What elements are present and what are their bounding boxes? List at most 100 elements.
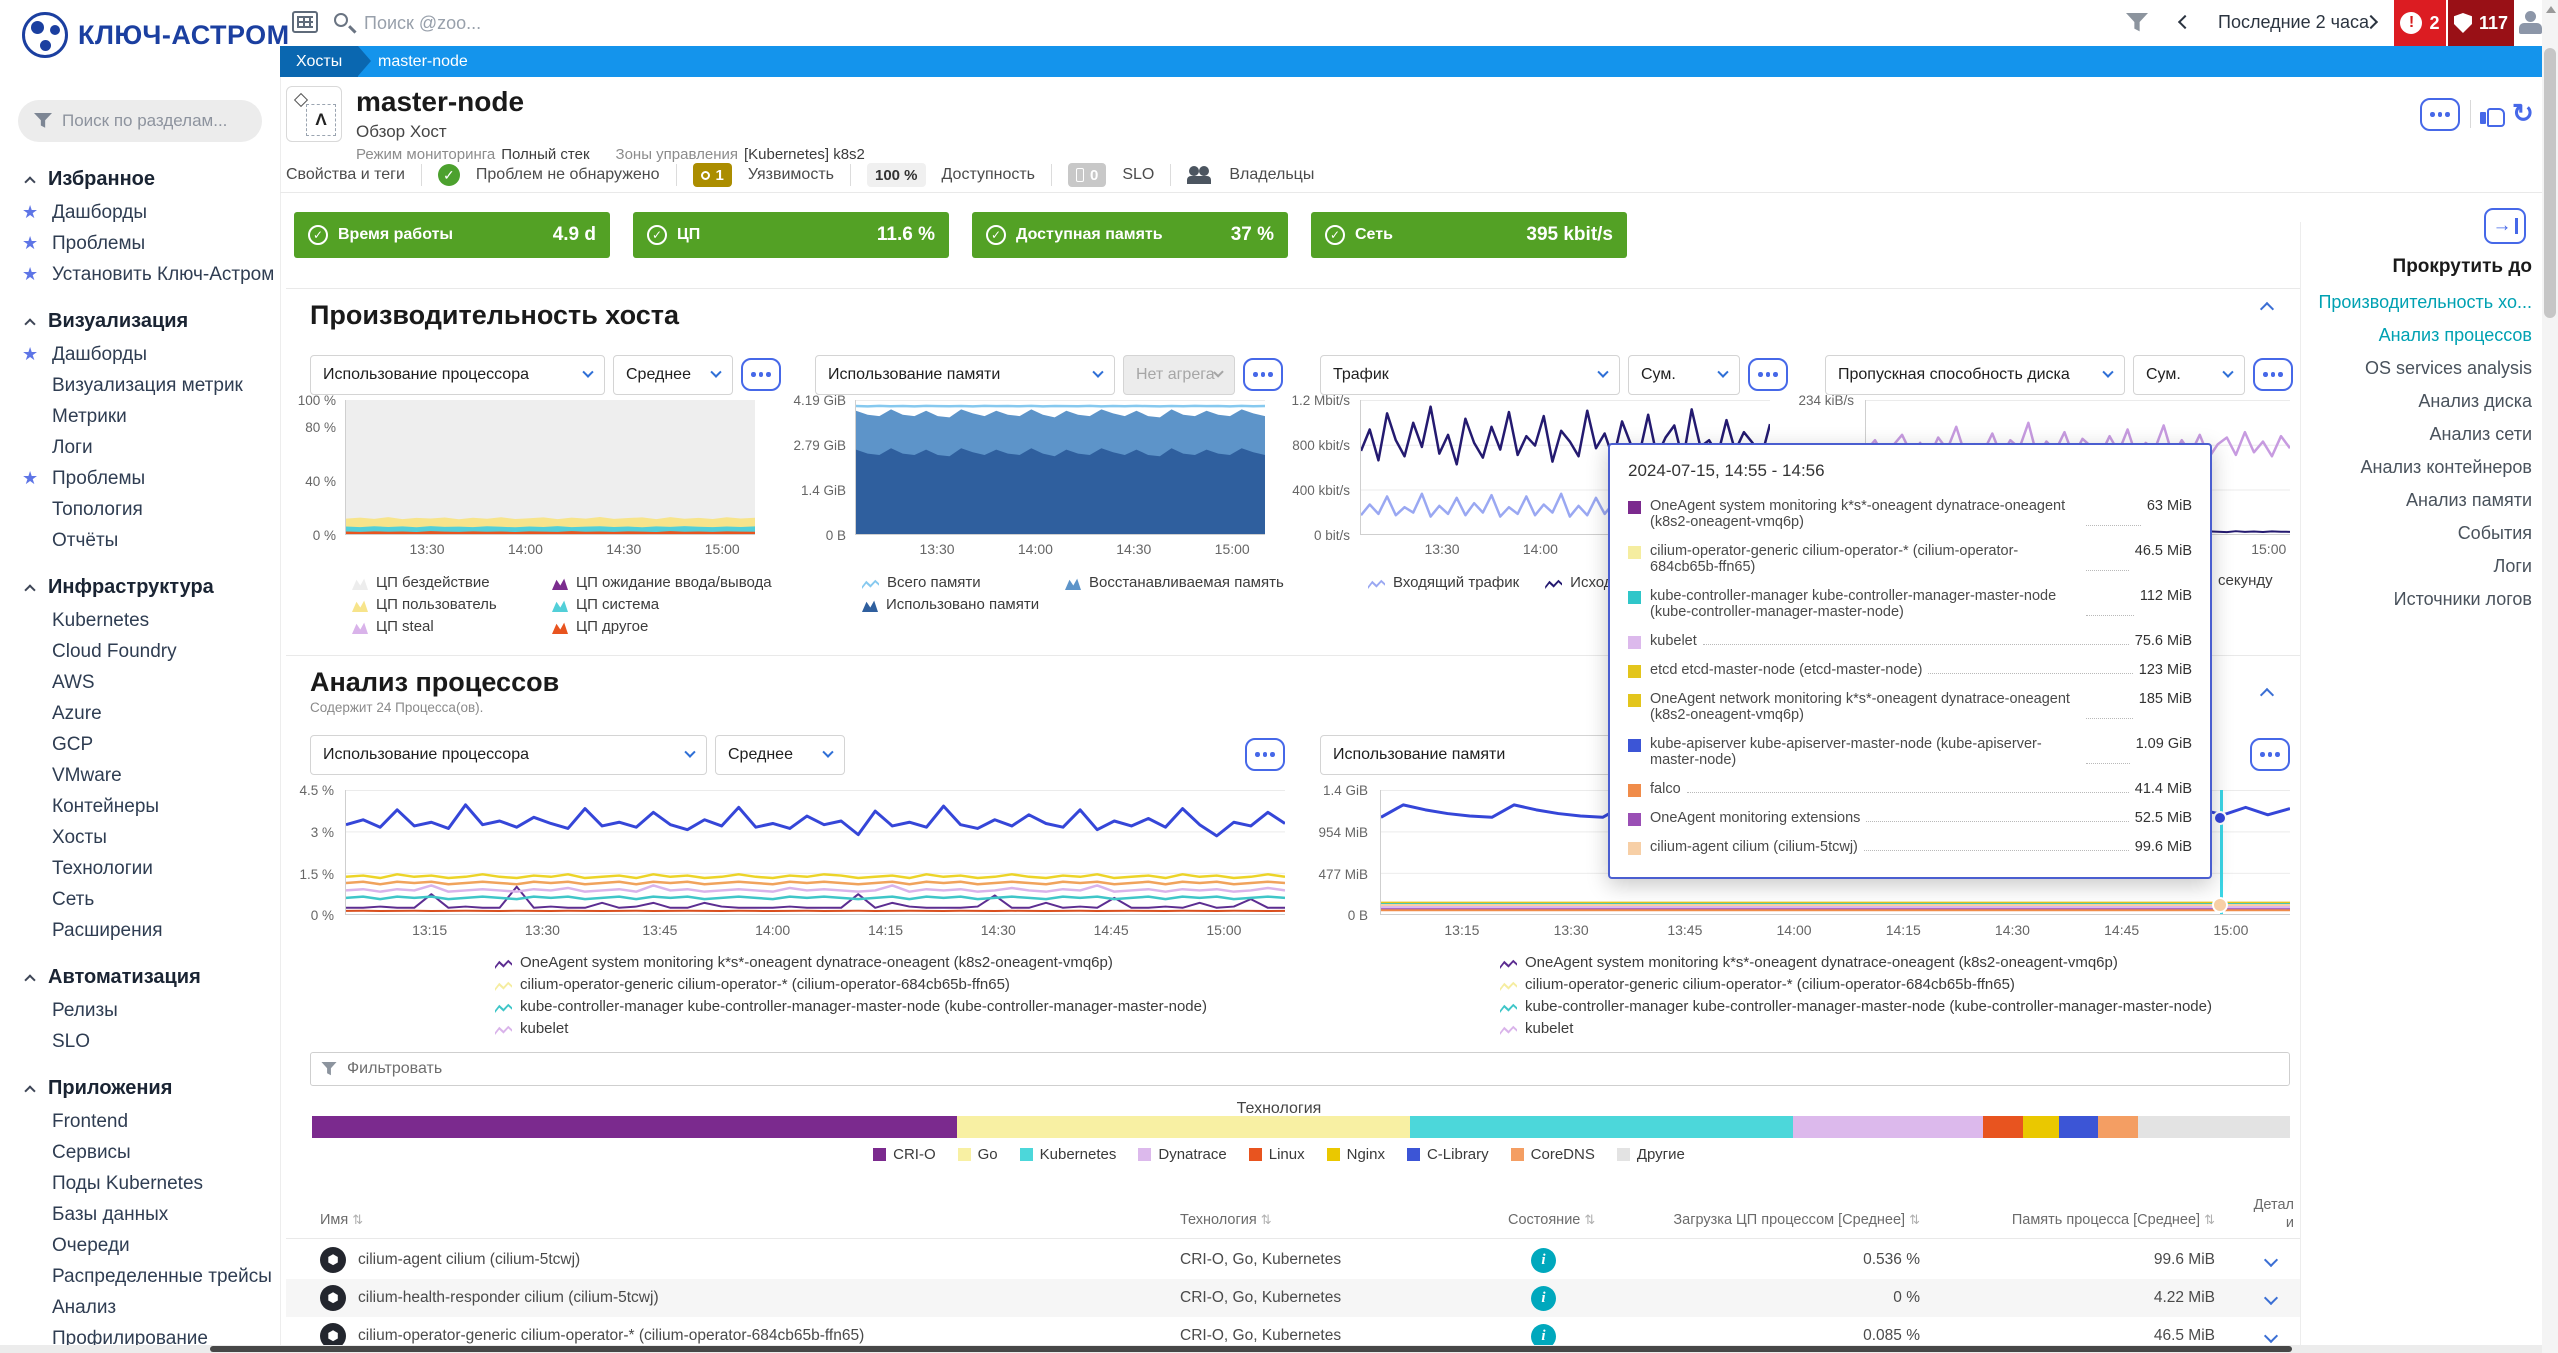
metric-select-memory[interactable]: Использование памяти [815, 355, 1115, 395]
sidebar-item-problems2[interactable]: ★ Проблемы [0, 463, 280, 494]
expand-row-icon[interactable] [2264, 1253, 2278, 1267]
sidebar-item-cloudfoundry[interactable]: Cloud Foundry [0, 636, 280, 667]
problems-badge[interactable]: ! 2 [2394, 0, 2446, 46]
availability-label[interactable]: Доступность [942, 166, 1035, 184]
sidebar-item-kubernetes[interactable]: Kubernetes [0, 605, 280, 636]
no-problems-label[interactable]: Проблем не обнаружено [476, 166, 660, 184]
chart-more-button[interactable] [1245, 738, 1285, 771]
vertical-scrollbar[interactable] [2542, 0, 2558, 1353]
sidebar-section-favorites[interactable]: Избранное [0, 148, 280, 197]
sidebar-item-topology[interactable]: Топология [0, 494, 280, 525]
cpu-usage-chart[interactable] [345, 400, 755, 535]
sidebar-item-analysis[interactable]: Анализ [0, 1292, 280, 1323]
sidebar-section-visualization[interactable]: Визуализация [0, 290, 280, 339]
sidebar-item-metric-viz[interactable]: Визуализация метрик [0, 370, 280, 401]
scrollto-events[interactable]: События [2458, 523, 2532, 544]
sidebar-section-infrastructure[interactable]: Инфраструктура [0, 556, 280, 605]
kpi-network[interactable]: ✓ Сеть 395 kbit/s [1311, 212, 1627, 258]
col-header-cpu[interactable]: Загрузка ЦП процессом [Среднее]⇅ [1660, 1212, 1920, 1228]
sidebar-item-dashboards2[interactable]: ★ Дашборды [0, 339, 280, 370]
scrollto-process-analysis[interactable]: Анализ процессов [2379, 325, 2532, 346]
sidebar-search-input[interactable] [62, 111, 242, 131]
tech-segment[interactable] [2059, 1116, 2099, 1138]
sidebar-item-reports[interactable]: Отчёты [0, 525, 280, 556]
scrollto-host-performance[interactable]: Производительность хо... [2318, 292, 2532, 313]
process-filter-input[interactable] [347, 1060, 2279, 1078]
feedback-thumbs-up-icon[interactable] [2480, 102, 2502, 124]
sidebar-item-gcp[interactable]: GCP [0, 729, 280, 760]
time-prev-icon[interactable] [2178, 15, 2192, 29]
process-filter[interactable] [310, 1052, 2290, 1086]
sidebar-item-azure[interactable]: Azure [0, 698, 280, 729]
process-cpu-chart[interactable] [345, 790, 1285, 915]
time-range-selector[interactable]: Последние 2 часа [2218, 12, 2369, 33]
vulnerability-label[interactable]: Уязвимость [748, 166, 834, 184]
chart-more-button[interactable] [741, 358, 781, 391]
brand-logo[interactable]: КЛЮЧ-АСТРОМ [22, 12, 290, 58]
chart-more-button[interactable] [1243, 358, 1283, 391]
sidebar-section-automation[interactable]: Автоматизация [0, 946, 280, 995]
tab-properties[interactable]: Свойства и теги [286, 166, 405, 184]
tech-segment[interactable] [1410, 1116, 1794, 1138]
sidebar-item-k8s-pods[interactable]: Поды Kubernetes [0, 1168, 280, 1199]
sidebar-item-traces[interactable]: Распределенные трейсы [0, 1261, 280, 1292]
memory-usage-chart[interactable] [855, 400, 1265, 535]
user-menu-icon[interactable] [2519, 11, 2541, 33]
tech-segment[interactable] [2098, 1116, 2138, 1138]
sidebar-section-applications[interactable]: Приложения [0, 1057, 280, 1106]
global-search-input[interactable] [364, 9, 864, 37]
col-header-tech[interactable]: Технология⇅ [1180, 1212, 1272, 1228]
chart-more-button[interactable] [2253, 358, 2293, 391]
tech-segment[interactable] [2023, 1116, 2059, 1138]
tech-segment[interactable] [2138, 1116, 2290, 1138]
info-icon[interactable]: i [1531, 1248, 1556, 1273]
expand-row-icon[interactable] [2264, 1329, 2278, 1343]
proc-agg-select-cpu[interactable]: Среднее [715, 735, 845, 775]
scrollto-container-analysis[interactable]: Анализ контейнеров [2361, 457, 2532, 478]
filter-icon[interactable] [2126, 13, 2148, 33]
sidebar-item-slo[interactable]: SLO [0, 1026, 280, 1057]
info-icon[interactable]: i [1531, 1286, 1556, 1311]
refresh-icon[interactable]: ↻ [2512, 98, 2534, 129]
sidebar-item-databases[interactable]: Базы данных [0, 1199, 280, 1230]
tech-segment[interactable] [1983, 1116, 2023, 1138]
sidebar-item-releases[interactable]: Релизы [0, 995, 280, 1026]
vulnerability-badge[interactable]: 1 [693, 163, 732, 187]
tech-segment[interactable] [1793, 1116, 1983, 1138]
scrollbar-thumb[interactable] [210, 1346, 2292, 1352]
slo-label[interactable]: SLO [1122, 166, 1154, 184]
scrollto-log-sources[interactable]: Источники логов [2394, 589, 2532, 610]
metric-select-disk[interactable]: Пропускная способность диска [1825, 355, 2125, 395]
sidebar-item-queues[interactable]: Очереди [0, 1230, 280, 1261]
sidebar-item-vmware[interactable]: VMware [0, 760, 280, 791]
collapse-section-icon[interactable] [2260, 302, 2274, 316]
proc-metric-select-cpu[interactable]: Использование процессора [310, 735, 707, 775]
tech-segment[interactable] [312, 1116, 957, 1138]
col-header-memory[interactable]: Память процесса [Среднее]⇅ [1985, 1212, 2215, 1228]
collapse-section-icon[interactable] [2260, 688, 2274, 702]
sidebar-item-network[interactable]: Сеть [0, 884, 280, 915]
header-more-button[interactable] [2420, 98, 2460, 131]
sidebar-item-hosts[interactable]: Хосты [0, 822, 280, 853]
scrollto-disk-analysis[interactable]: Анализ диска [2418, 391, 2532, 412]
sidebar-item-containers[interactable]: Контейнеры [0, 791, 280, 822]
chart-more-button[interactable] [2250, 738, 2290, 771]
expand-row-icon[interactable] [2264, 1291, 2278, 1305]
agg-select-cpu[interactable]: Среднее [613, 355, 733, 395]
scrollto-os-services[interactable]: OS services analysis [2365, 358, 2532, 379]
kpi-cpu[interactable]: ✓ ЦП 11.6 % [633, 212, 949, 258]
col-header-name[interactable]: Имя⇅ [320, 1212, 363, 1228]
scrollto-network-analysis[interactable]: Анализ сети [2430, 424, 2532, 445]
scrollto-logs[interactable]: Логи [2494, 556, 2532, 577]
technology-bar[interactable] [312, 1116, 2290, 1138]
sidebar-item-aws[interactable]: AWS [0, 667, 280, 698]
kpi-uptime[interactable]: ✓ Время работы 4.9 d [294, 212, 610, 258]
breadcrumb-hosts[interactable]: Хосты [280, 46, 358, 77]
table-row[interactable]: ⬢ cilium-agent cilium (cilium-5tcwj) CRI… [286, 1241, 2300, 1279]
owners-label[interactable]: Владельцы [1229, 166, 1314, 184]
chart-more-button[interactable] [1748, 358, 1788, 391]
sidebar-item-dashboards[interactable]: ★ Дашборды [0, 197, 280, 228]
agg-select-traffic[interactable]: Сум. [1628, 355, 1740, 395]
sidebar-search[interactable] [18, 100, 262, 142]
tech-segment[interactable] [957, 1116, 1410, 1138]
